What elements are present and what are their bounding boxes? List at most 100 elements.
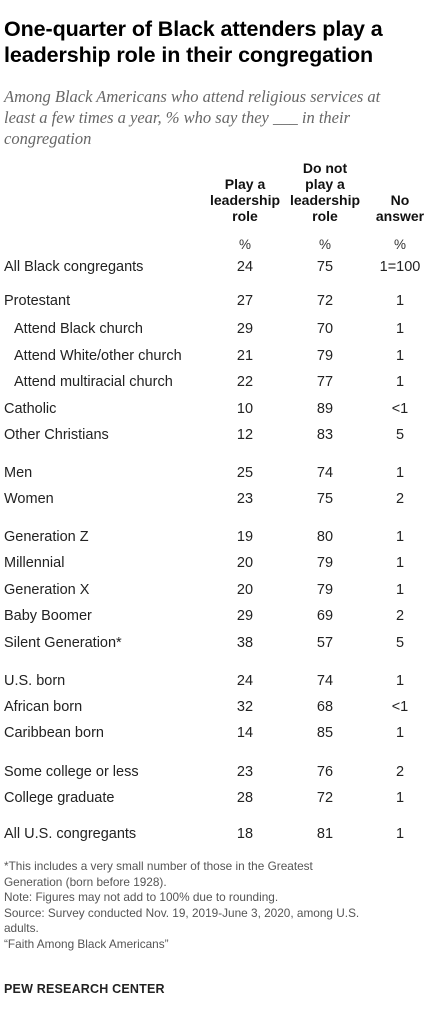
value-play-leadership: 14: [236, 725, 254, 741]
table-row: African born 32 68 <1: [0, 696, 440, 718]
table-row: Attend Black church 29 70 1: [0, 318, 440, 340]
value-no-leadership: 75: [316, 259, 334, 275]
report-title: “Faith Among Black Americans”: [4, 936, 169, 951]
value-no-leadership: 57: [316, 635, 334, 651]
value-no-answer: 5: [395, 635, 405, 651]
value-no-leadership: 85: [316, 725, 334, 741]
pct-symbol-col1: %: [238, 237, 251, 252]
source-line-2: adults.: [4, 921, 39, 936]
col1-line-2: leadership: [209, 192, 281, 208]
value-no-answer: 1: [395, 826, 405, 842]
table-row: Protestant 27 72 1: [0, 290, 440, 312]
table-row: All Black congregants 24 75 1=100: [0, 256, 440, 278]
value-play-leadership: 23: [236, 764, 254, 780]
table-row: Millennial 20 79 1: [0, 552, 440, 574]
row-label: U.S. born: [4, 673, 66, 689]
value-no-leadership: 79: [316, 555, 334, 571]
table-row: Silent Generation* 38 57 5: [0, 632, 440, 654]
row-label: Catholic: [4, 401, 57, 417]
row-label: Some college or less: [4, 764, 139, 780]
row-label: Protestant: [4, 293, 71, 309]
title-line-1: One-quarter of Black attenders play a: [4, 17, 383, 41]
footnote-asterisk-1: *This includes a very small number of th…: [4, 859, 313, 873]
row-label: Other Christians: [4, 427, 109, 443]
value-play-leadership: 24: [236, 673, 254, 689]
value-play-leadership: 29: [236, 608, 254, 624]
row-label: Generation Z: [4, 529, 89, 545]
value-no-leadership: 81: [316, 826, 334, 842]
table-row: Other Christians 12 83 5: [0, 424, 440, 446]
value-no-answer: 1: [395, 321, 405, 337]
value-play-leadership: 22: [236, 374, 254, 390]
value-no-leadership: 69: [316, 608, 334, 624]
table-row: Generation Z 19 80 1: [0, 526, 440, 548]
value-play-leadership: 10: [236, 401, 254, 417]
row-label: College graduate: [4, 790, 115, 806]
table-row: Catholic 10 89 <1: [0, 398, 440, 420]
row-label: Women: [4, 491, 54, 507]
col2-line-2: play a: [305, 176, 345, 192]
row-label: Millennial: [4, 555, 65, 571]
value-play-leadership: 29: [236, 321, 254, 337]
value-play-leadership: 18: [236, 826, 254, 842]
subtitle-line-2: least a few times a year, % who say they…: [4, 108, 350, 127]
col2-line-4: role: [312, 208, 338, 224]
table-row: Men 25 74 1: [0, 462, 440, 484]
column-header-play-leadership: Play a leadership role: [205, 176, 285, 224]
value-no-leadership: 74: [316, 465, 334, 481]
note-rounding: Note: Figures may not add to 100% due to…: [4, 890, 279, 905]
value-no-leadership: 72: [316, 293, 334, 309]
col3-line-1: No: [390, 192, 410, 208]
value-no-leadership: 72: [316, 790, 334, 806]
pct-symbol-col3: %: [393, 237, 406, 252]
value-play-leadership: 32: [236, 699, 254, 715]
value-no-leadership: 68: [316, 699, 334, 715]
value-no-leadership: 89: [316, 401, 334, 417]
table-row: Attend multiracial church 22 77 1: [0, 371, 440, 393]
value-play-leadership: 28: [236, 790, 254, 806]
value-no-answer: 1: [395, 673, 405, 689]
value-no-answer: 1=100: [379, 259, 421, 275]
value-no-answer: 1: [395, 555, 405, 571]
value-no-answer: <1: [391, 699, 409, 715]
table-row: Some college or less 23 76 2: [0, 761, 440, 783]
value-no-leadership: 75: [316, 491, 334, 507]
footnotes: *This includes a very small number of th…: [4, 859, 434, 953]
value-no-answer: 1: [395, 529, 405, 545]
col1-line-3: role: [232, 208, 258, 224]
row-label: Silent Generation*: [4, 635, 122, 651]
table-row: U.S. born 24 74 1: [0, 670, 440, 692]
footnote-asterisk-2: Generation (born before 1928).: [4, 874, 167, 889]
value-no-answer: 5: [395, 427, 405, 443]
row-label: All U.S. congregants: [4, 826, 137, 842]
chart-title: One-quarter of Black attenders play a le…: [4, 16, 434, 68]
value-no-leadership: 83: [316, 427, 334, 443]
row-label: All Black congregants: [4, 259, 144, 275]
value-no-answer: 1: [395, 725, 405, 741]
value-no-answer: 1: [395, 293, 405, 309]
col2-line-1: Do not: [302, 160, 348, 176]
value-no-answer: 1: [395, 465, 405, 481]
value-play-leadership: 23: [236, 491, 254, 507]
value-play-leadership: 12: [236, 427, 254, 443]
col2-line-3: leadership: [289, 192, 361, 208]
value-no-leadership: 74: [316, 673, 334, 689]
column-header-no-leadership: Do not play a leadership role: [285, 160, 365, 224]
value-play-leadership: 25: [236, 465, 254, 481]
value-no-answer: 1: [395, 348, 405, 364]
chart-subtitle: Among Black Americans who attend religio…: [4, 86, 432, 149]
value-no-leadership: 80: [316, 529, 334, 545]
col3-line-2: answer: [375, 208, 425, 224]
pct-symbol-col2: %: [318, 237, 331, 252]
value-no-answer: <1: [391, 401, 409, 417]
table-row: Women 23 75 2: [0, 488, 440, 510]
row-label: Baby Boomer: [4, 608, 92, 624]
source-line-1: Source: Survey conducted Nov. 19, 2019-J…: [4, 905, 360, 920]
value-no-answer: 1: [395, 790, 405, 806]
value-play-leadership: 19: [236, 529, 254, 545]
value-no-leadership: 77: [316, 374, 334, 390]
value-play-leadership: 27: [236, 293, 254, 309]
value-play-leadership: 20: [236, 582, 254, 598]
table-row: Generation X 20 79 1: [0, 579, 440, 601]
table-row: Baby Boomer 29 69 2: [0, 605, 440, 627]
